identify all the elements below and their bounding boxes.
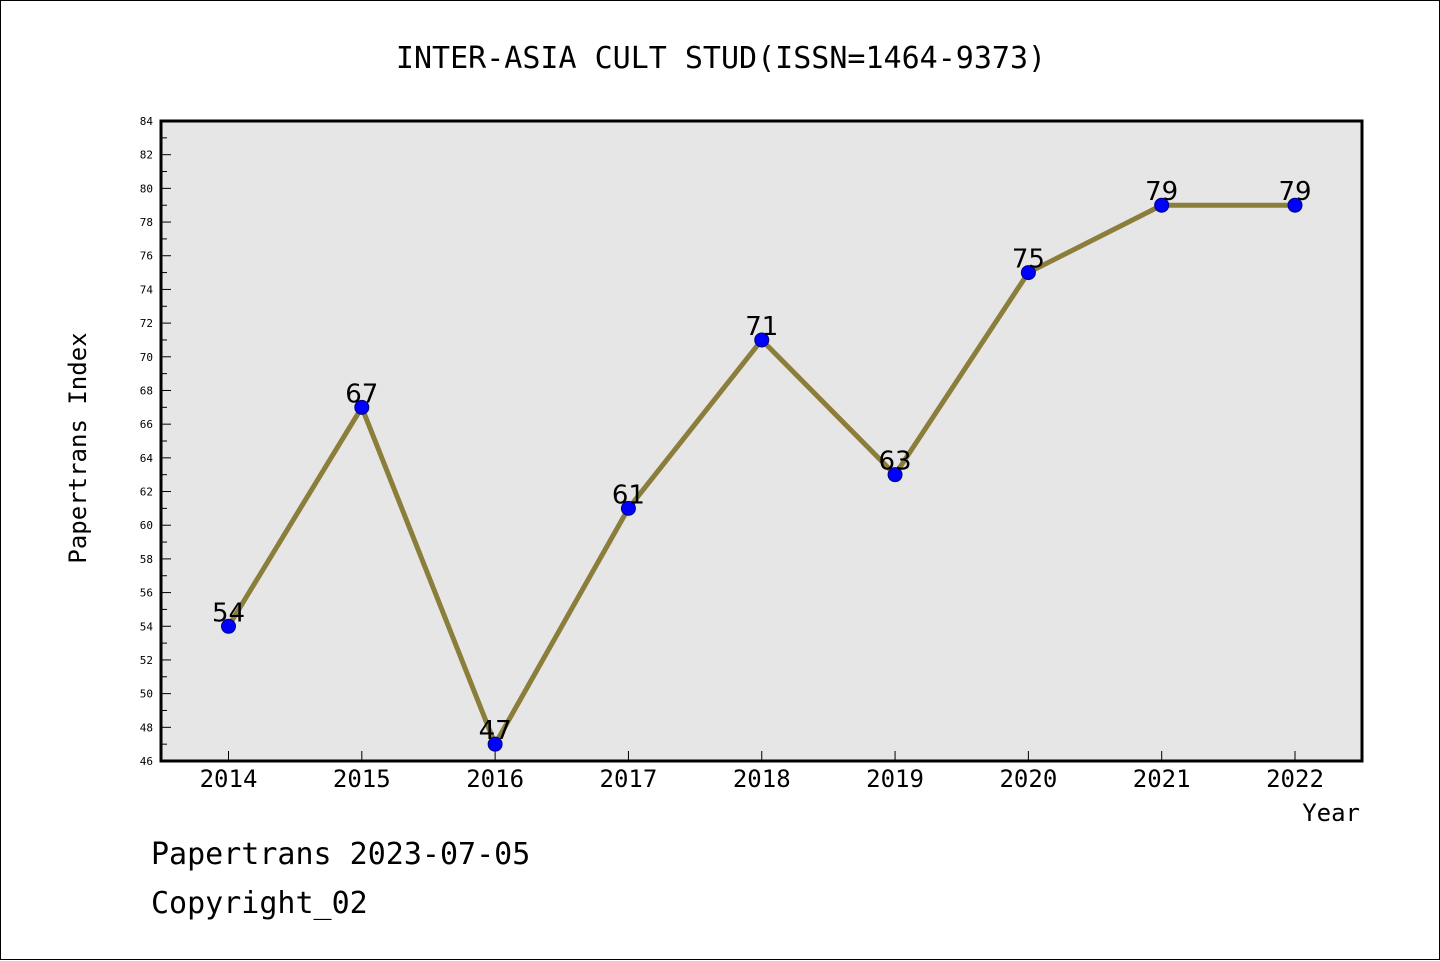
- x-tick-label: 2014: [200, 765, 258, 793]
- x-tick-label: 2018: [733, 765, 791, 793]
- data-label: 71: [745, 312, 778, 342]
- data-label: 79: [1278, 177, 1311, 207]
- data-point: [887, 467, 903, 483]
- y-tick-label: 46: [140, 755, 153, 768]
- y-tick-label: 74: [140, 283, 154, 296]
- y-tick-label: 56: [140, 587, 153, 600]
- y-axis: 46 48 50 52 54 56 58 60 62 64 66 68 70 72 74 76 78 80 82 84: [140, 115, 171, 768]
- y-tick-label: 70: [140, 351, 153, 364]
- footer-date: Papertrans 2023-07-05: [151, 837, 531, 872]
- data-label: 61: [612, 480, 645, 510]
- y-tick-label: 76: [140, 250, 153, 263]
- y-tick-label: 68: [140, 384, 153, 397]
- x-tick-label: 2017: [600, 765, 658, 793]
- x-tick-label: 2022: [1266, 765, 1324, 793]
- data-point: [1020, 265, 1036, 281]
- data-label: 79: [1145, 177, 1178, 207]
- x-tick-label: 2016: [466, 765, 524, 793]
- y-tick-label: 64: [140, 452, 154, 465]
- x-tick-label: 2021: [1133, 765, 1191, 793]
- x-axis-label: Year: [1302, 799, 1360, 827]
- footer-copyright: Copyright_02: [151, 886, 368, 921]
- data-point: [354, 399, 370, 415]
- y-tick-label: 72: [140, 317, 153, 330]
- data-point: [487, 736, 503, 752]
- y-tick-label: 82: [140, 149, 153, 162]
- data-label: 54: [212, 598, 245, 628]
- data-point: [221, 618, 236, 634]
- x-axis: 2014 2015 2016 2017 2018 2019 2020 2021 2022: [200, 751, 1324, 793]
- data-label: 75: [1012, 245, 1045, 275]
- data-point: [1154, 197, 1170, 213]
- data-labels: 54 67 47 61 71 63 75 79 79: [212, 177, 1312, 746]
- x-tick-label: 2019: [866, 765, 924, 793]
- y-tick-label: 60: [140, 519, 153, 532]
- chart-title: INTER-ASIA CULT STUD(ISSN=1464-9373): [396, 41, 1046, 76]
- data-point: [1287, 197, 1303, 213]
- x-tick-label: 2020: [999, 765, 1057, 793]
- y-tick-label: 54: [140, 620, 154, 633]
- y-tick-label: 52: [140, 654, 153, 667]
- y-tick-label: 66: [140, 418, 153, 431]
- y-axis-label: Papertrans Index: [64, 332, 92, 563]
- data-label: 63: [879, 447, 912, 477]
- y-tick-label: 84: [140, 115, 154, 128]
- y-tick-label: 48: [140, 721, 153, 734]
- data-label: 47: [479, 716, 512, 746]
- y-tick-label: 62: [140, 486, 153, 499]
- plot-area: [159, 119, 1364, 763]
- data-markers: [221, 197, 1303, 752]
- x-tick-label: 2015: [333, 765, 391, 793]
- data-label: 67: [345, 379, 378, 409]
- y-tick-label: 78: [140, 216, 153, 229]
- data-point: [754, 332, 770, 348]
- data-point: [620, 500, 636, 516]
- y-tick-label: 80: [140, 182, 153, 195]
- y-tick-label: 58: [140, 553, 153, 566]
- y-tick-label: 50: [140, 688, 153, 701]
